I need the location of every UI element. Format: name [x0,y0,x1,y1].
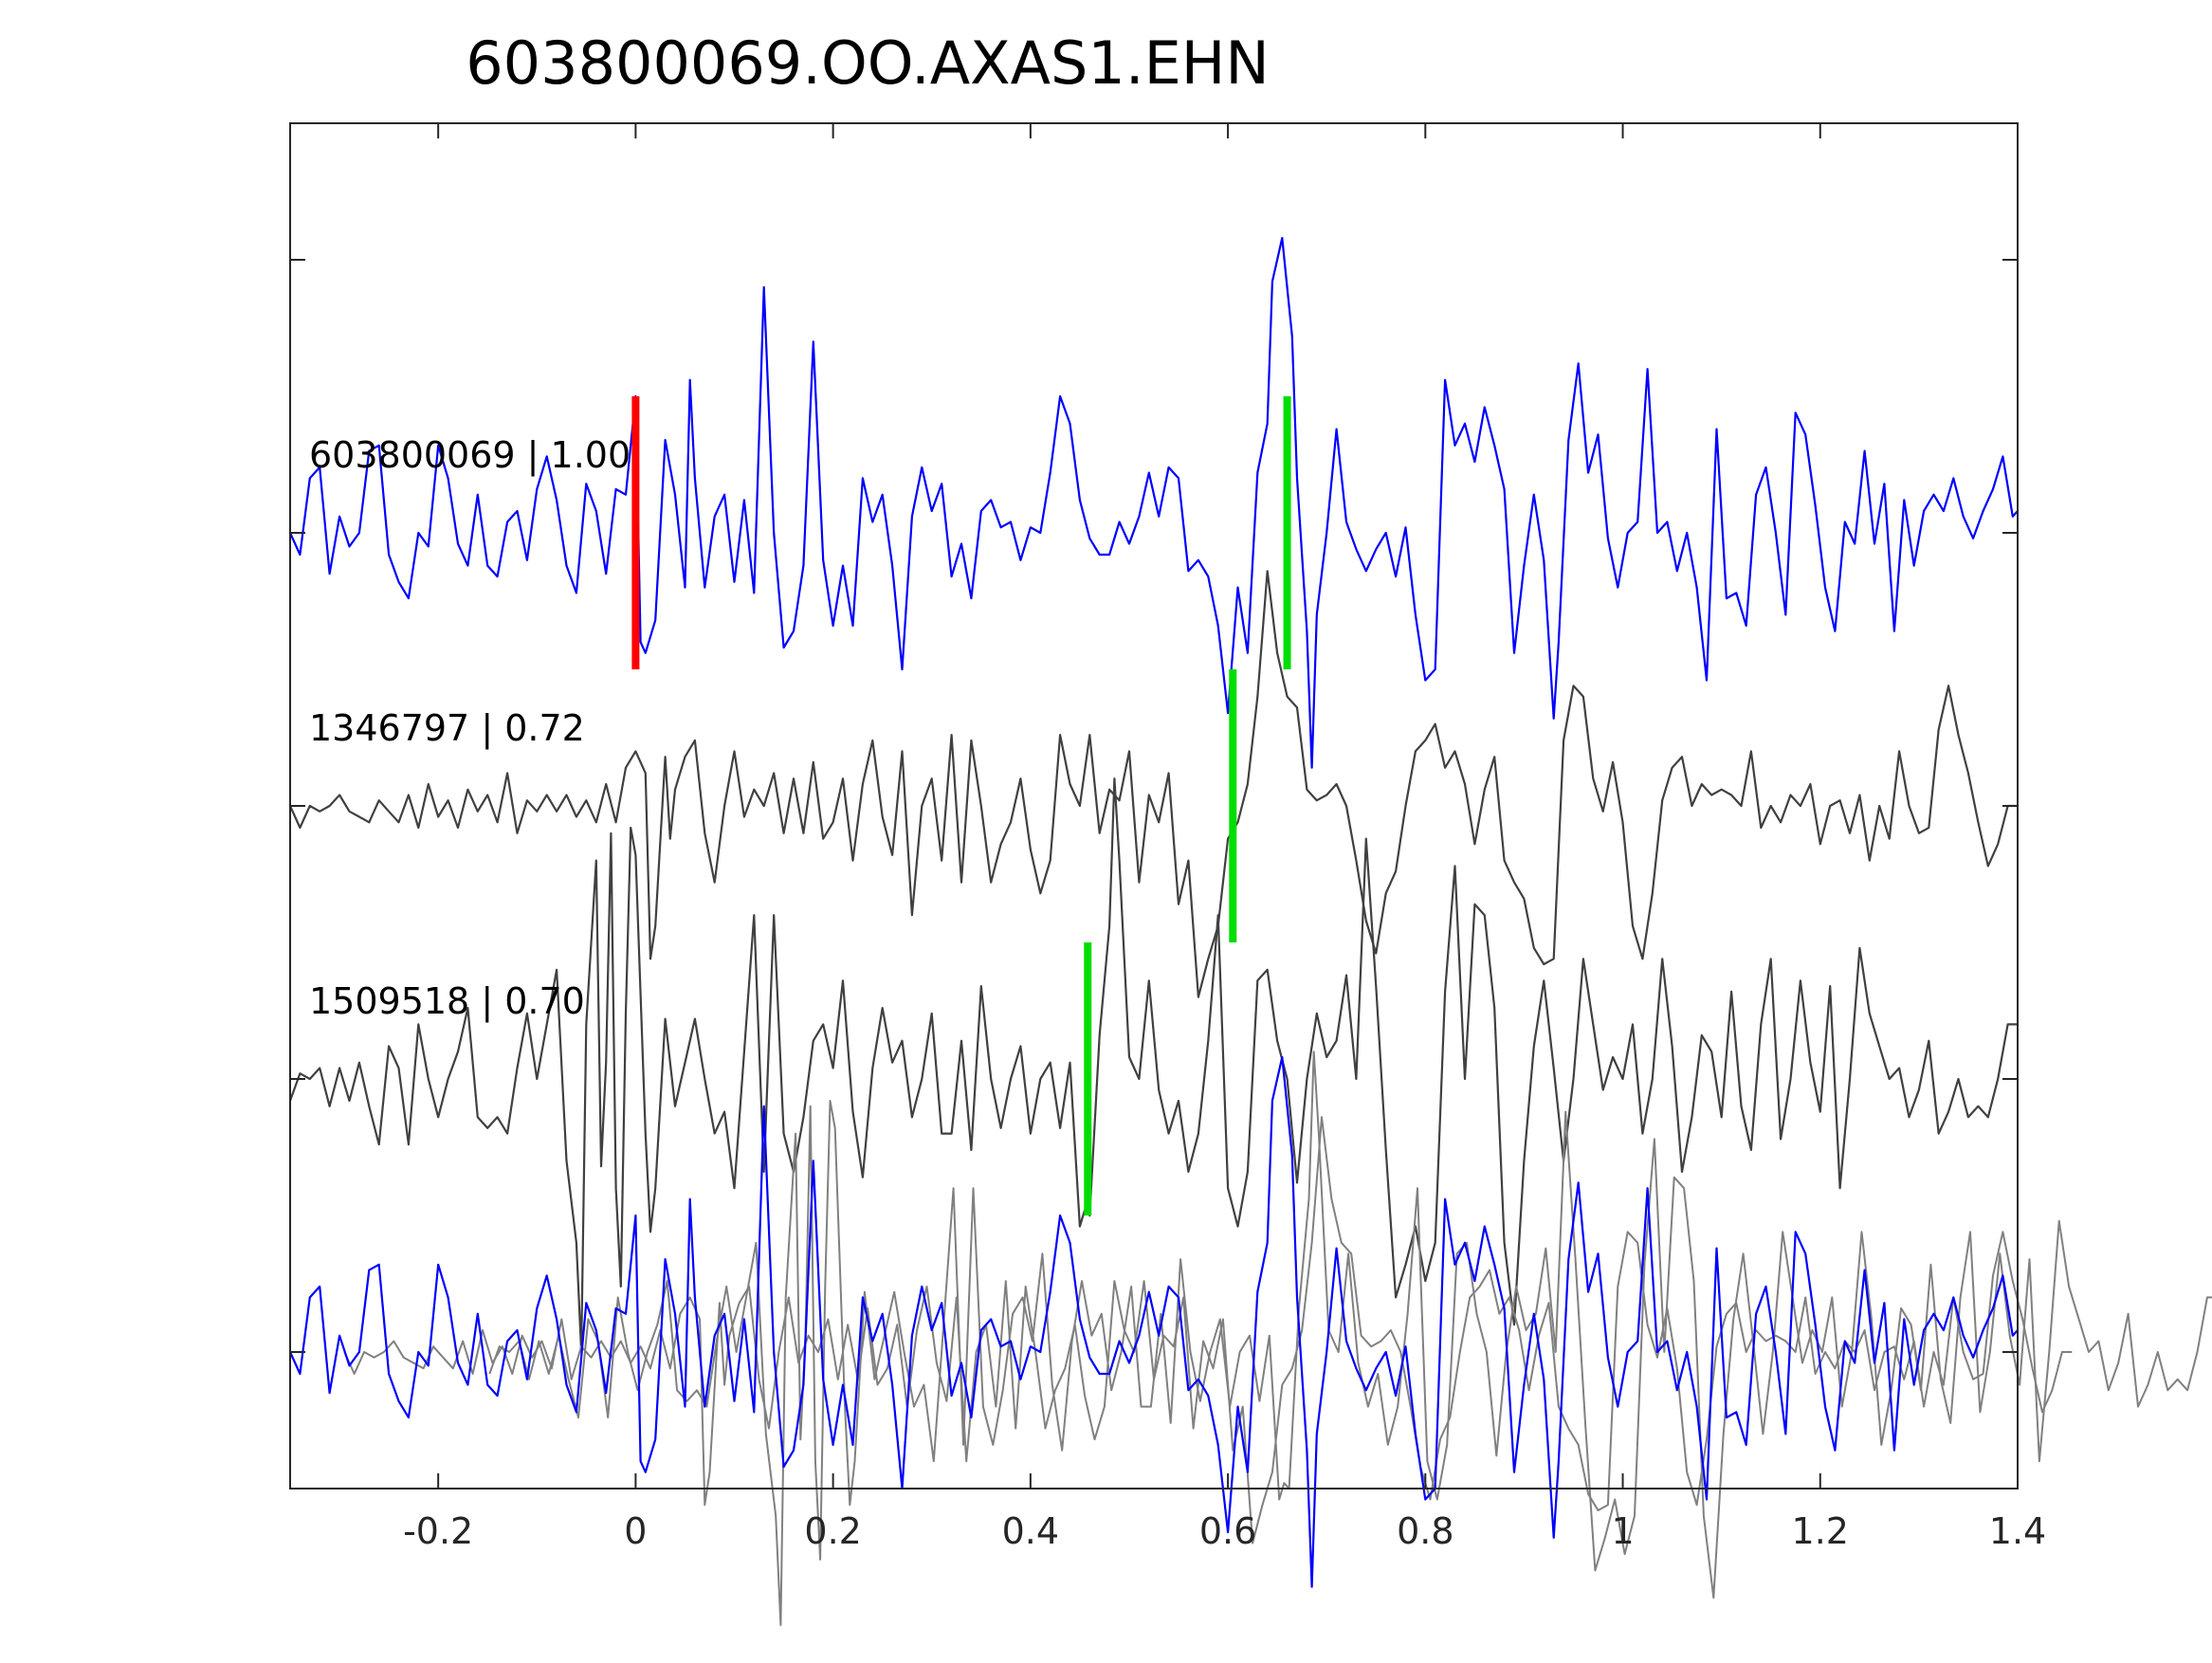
trace-labels: 603800069 | 1.00 1346797 | 0.72 1509518 | … [309,434,631,1023]
x-tick-label: 0 [624,1510,647,1552]
trace-label-1: 603800069 | 1.00 [309,434,631,477]
overlay-neighbor-line-1 [343,1116,2073,1544]
trace-line-1 [288,236,2019,769]
axes: -0.2 0 0.2 0.4 0.6 0.8 1 1.2 1.4 [289,122,2046,1552]
trace-label-2: 1346797 | 0.72 [309,707,585,750]
traces-layer [288,236,2212,1626]
x-tick-label: 1.2 [1792,1510,1849,1552]
trace-line-3 [288,777,2018,1354]
overlay-master-line [288,1055,2019,1588]
trace-label-3: 1509518 | 0.70 [309,980,585,1023]
x-tick-label: 1 [1611,1510,1634,1552]
x-tick-label: 1.4 [1989,1510,2046,1552]
x-tick-label: 0.4 [1002,1510,1059,1552]
picks-layer [631,396,1291,1215]
x-tick-label: -0.2 [403,1510,473,1552]
x-tick-label: 0.6 [1199,1510,1256,1552]
chart-title: 603800069.OO.AXAS1.EHN [466,28,1270,98]
overlay-neighbor-line-2 [488,1051,2212,1626]
x-tick-label: 0.8 [1397,1510,1453,1552]
trace-line-2 [288,570,2018,998]
x-tick-label: 0.2 [804,1510,861,1552]
